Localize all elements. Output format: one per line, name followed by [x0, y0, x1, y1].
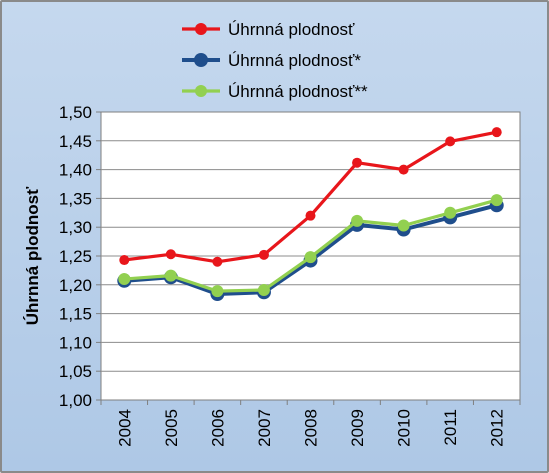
x-tick-label: 2005: [162, 409, 181, 447]
data-point: [304, 251, 317, 264]
legend-marker: [194, 53, 208, 67]
legend-label: Úhrnná plodnosť*: [228, 51, 361, 70]
y-tick-label: 1,05: [59, 362, 92, 381]
legend-entry: Úhrnná plodnosť: [182, 20, 355, 39]
gridlines: [101, 140, 520, 372]
legend-label: Úhrnná plodnosť**: [228, 82, 368, 101]
x-tick-label: 2012: [488, 409, 507, 447]
y-tick-label: 1,50: [59, 103, 92, 122]
y-tick-label: 1,10: [59, 333, 92, 352]
x-axis: 2004 2005 2006 2007 2008 2009 2010 2011 2012: [100, 400, 521, 447]
legend-marker: [195, 85, 207, 97]
legend-label: Úhrnná plodnosť: [228, 20, 355, 39]
x-tick-label: 2004: [115, 409, 134, 447]
y-tick-label: 1,30: [59, 218, 92, 237]
y-tick-label: 1,25: [59, 247, 92, 266]
data-point: [118, 273, 131, 286]
data-point: [444, 206, 457, 219]
y-tick-label: 1,20: [59, 276, 92, 295]
data-point: [165, 249, 176, 260]
data-point: [211, 285, 224, 298]
data-point: [398, 164, 409, 175]
x-tick-label: 2009: [348, 409, 367, 447]
y-tick-label: 1,40: [59, 161, 92, 180]
y-axis: 1,00 1,05 1,10 1,15 1,20 1,25 1,30 1,35 1,40 1,45…: [59, 103, 101, 410]
legend-entry: Úhrnná plodnosť**: [182, 82, 368, 101]
data-point: [119, 255, 130, 266]
data-point: [257, 283, 270, 296]
series-3: [118, 194, 503, 298]
data-point: [397, 219, 410, 232]
y-tick-label: 1,45: [59, 132, 92, 151]
data-point: [491, 127, 502, 138]
y-tick-label: 1,15: [59, 305, 92, 324]
data-point: [490, 194, 503, 207]
x-tick-label: 2011: [441, 409, 460, 446]
data-point: [445, 136, 456, 147]
data-point: [352, 157, 363, 168]
data-point: [305, 210, 316, 221]
x-tick-label: 2007: [255, 409, 274, 447]
series-group: [117, 127, 504, 302]
x-tick-label: 2006: [208, 409, 227, 447]
x-tick-label: 2010: [395, 409, 414, 447]
legend-marker: [195, 23, 207, 35]
x-tick-label: 2008: [302, 409, 321, 447]
y-tick-label: 1,00: [59, 391, 92, 410]
data-point: [258, 249, 269, 260]
y-axis-label: Úhrnná plodnosť: [23, 186, 42, 325]
legend-entry: Úhrnná plodnosť*: [182, 51, 361, 70]
data-point: [212, 256, 223, 267]
data-point: [164, 269, 177, 282]
data-point: [351, 214, 364, 227]
series-1: [119, 127, 502, 267]
y-tick-label: 1,35: [59, 189, 92, 208]
legend: Úhrnná plodnosť Úhrnná plodnosť* Úhrnná pl…: [182, 20, 368, 101]
